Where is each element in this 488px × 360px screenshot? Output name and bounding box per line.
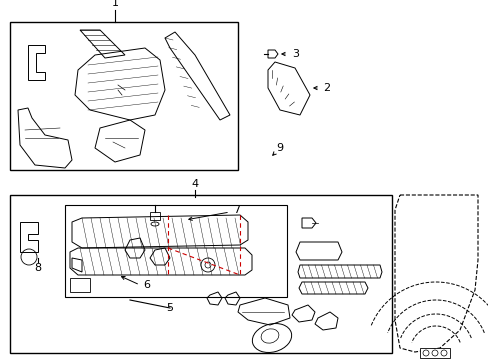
Bar [150, 212, 160, 220]
Bar [10, 195, 391, 353]
Text: 7: 7 [232, 205, 240, 215]
Bar [10, 22, 238, 170]
Text: 5: 5 [166, 303, 173, 313]
Bar [419, 348, 449, 358]
Text: 4: 4 [191, 179, 198, 189]
Text: 1: 1 [111, 0, 118, 8]
Bar [70, 278, 90, 292]
Text: 8: 8 [34, 263, 41, 273]
Text: 3: 3 [291, 49, 298, 59]
Bar [65, 205, 286, 297]
Text: 2: 2 [323, 83, 329, 93]
Text: 9: 9 [276, 143, 283, 153]
Text: 6: 6 [142, 280, 150, 290]
